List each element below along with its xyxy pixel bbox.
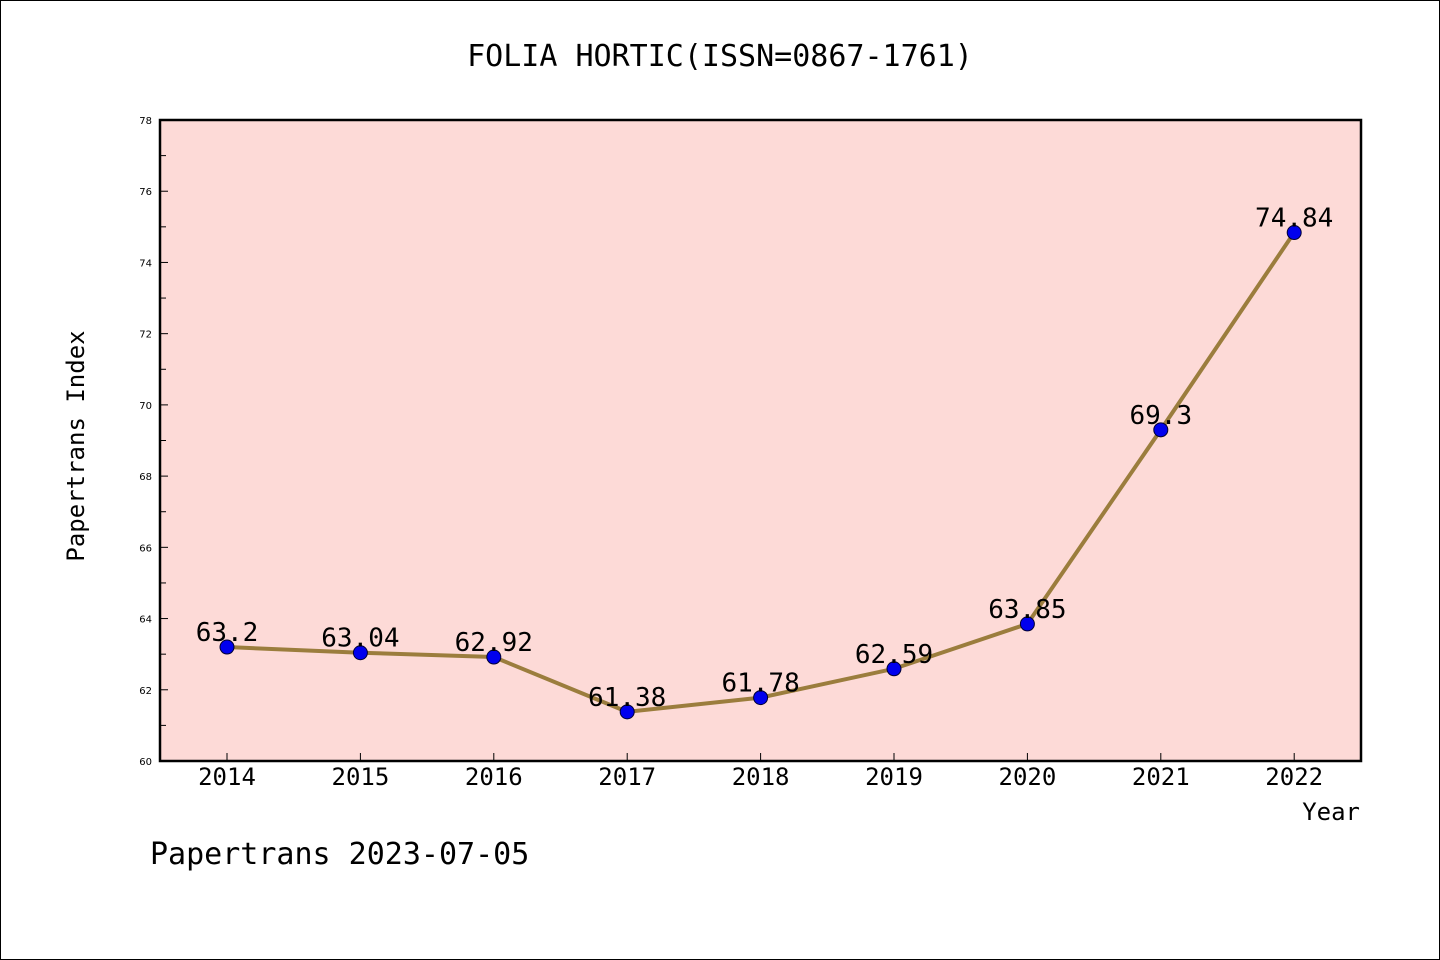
x-tick-label: 2021 [1132,763,1190,791]
y-tick-label: 64 [139,615,152,626]
data-point [219,639,235,655]
y-tick-label: 66 [139,543,152,554]
data-label: 61.38 [588,683,666,713]
x-tick-label: 2020 [999,763,1057,791]
y-tick-label: 60 [139,757,152,768]
y-tick-label: 78 [139,116,152,127]
data-labels: 63.2 63.04 62.92 61.38 61.78 62.59 63.85 69.3 74… [196,204,1334,713]
data-point [352,645,368,661]
y-tick-label: 62 [139,686,152,697]
plot-border [158,118,1363,763]
data-label: 62.92 [455,628,533,658]
data-point [486,649,502,665]
plot-area [160,120,1361,761]
x-tick-label: 2017 [598,763,656,791]
x-tick-label: 2018 [732,763,790,791]
x-tick-label: 2015 [332,763,390,791]
x-axis-label: Year [1302,798,1360,826]
data-label: 63.04 [321,624,399,654]
x-tick-label: 2019 [865,763,923,791]
x-tick-label: 2022 [1265,763,1323,791]
data-label: 74.84 [1255,204,1333,234]
data-point [886,661,902,677]
data-point [753,690,769,706]
data-point [619,704,635,720]
footer-text: Papertrans 2023-07-05 [150,837,529,872]
data-label: 63.85 [988,595,1066,625]
y-tick-label: 74 [139,258,152,269]
y-tick-label: 76 [139,187,152,198]
chart-title: FOLIA HORTIC(ISSN=0867-1761) [467,39,973,74]
data-point [1019,616,1035,632]
x-axis-ticks: 2014 2015 2016 2017 2018 2019 2020 2021 2022 [198,753,1323,791]
data-label: 61.78 [721,669,799,699]
x-tick-label: 2016 [465,763,523,791]
y-axis-label: Papertrans Index [62,330,90,561]
data-label: 62.59 [855,640,933,670]
x-tick-label: 2014 [198,763,256,791]
series-markers [219,225,1302,720]
y-tick-label: 70 [139,401,152,412]
data-point [1286,225,1302,241]
y-tick-label: 72 [139,330,152,341]
data-label: 69.3 [1129,401,1192,431]
data-label: 63.2 [196,618,259,648]
data-point [1153,422,1169,438]
y-tick-label: 68 [139,472,152,483]
